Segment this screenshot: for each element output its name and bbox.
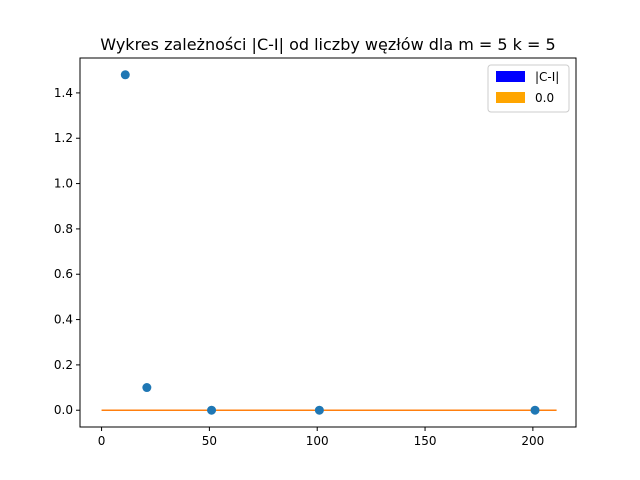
legend: |C-I| 0.0 xyxy=(487,64,570,113)
x-tick-label: 150 xyxy=(414,434,437,448)
y-tick-label: 0.6 xyxy=(54,267,73,281)
legend-label-0: |C-I| xyxy=(535,70,559,84)
plot-frame xyxy=(79,57,577,428)
scatter-point-3 xyxy=(314,405,324,415)
legend-label-1: 0.0 xyxy=(535,91,554,105)
y-tick-label: 0.2 xyxy=(54,358,73,372)
legend-swatch-1 xyxy=(496,92,525,103)
scatter-point-0 xyxy=(120,70,130,80)
y-tick-label: 0.0 xyxy=(54,403,73,417)
y-tick-label: 0.8 xyxy=(54,222,73,236)
scatter-point-4 xyxy=(530,405,540,415)
chart-title: Wykres zależności |C-I| od liczby węzłów… xyxy=(100,35,555,54)
y-tick-label: 0.4 xyxy=(54,313,73,327)
x-tick-label: 0 xyxy=(98,434,106,448)
y-tick-label: 1.0 xyxy=(54,177,73,191)
y-tick-label: 1.2 xyxy=(54,131,73,145)
scatter-point-2 xyxy=(207,405,217,415)
x-tick-label: 50 xyxy=(202,434,217,448)
legend-swatch-0 xyxy=(496,71,525,82)
x-tick-label: 100 xyxy=(306,434,329,448)
y-tick-label: 1.4 xyxy=(54,86,73,100)
scatter-point-1 xyxy=(142,383,152,393)
x-tick-label: 200 xyxy=(521,434,544,448)
